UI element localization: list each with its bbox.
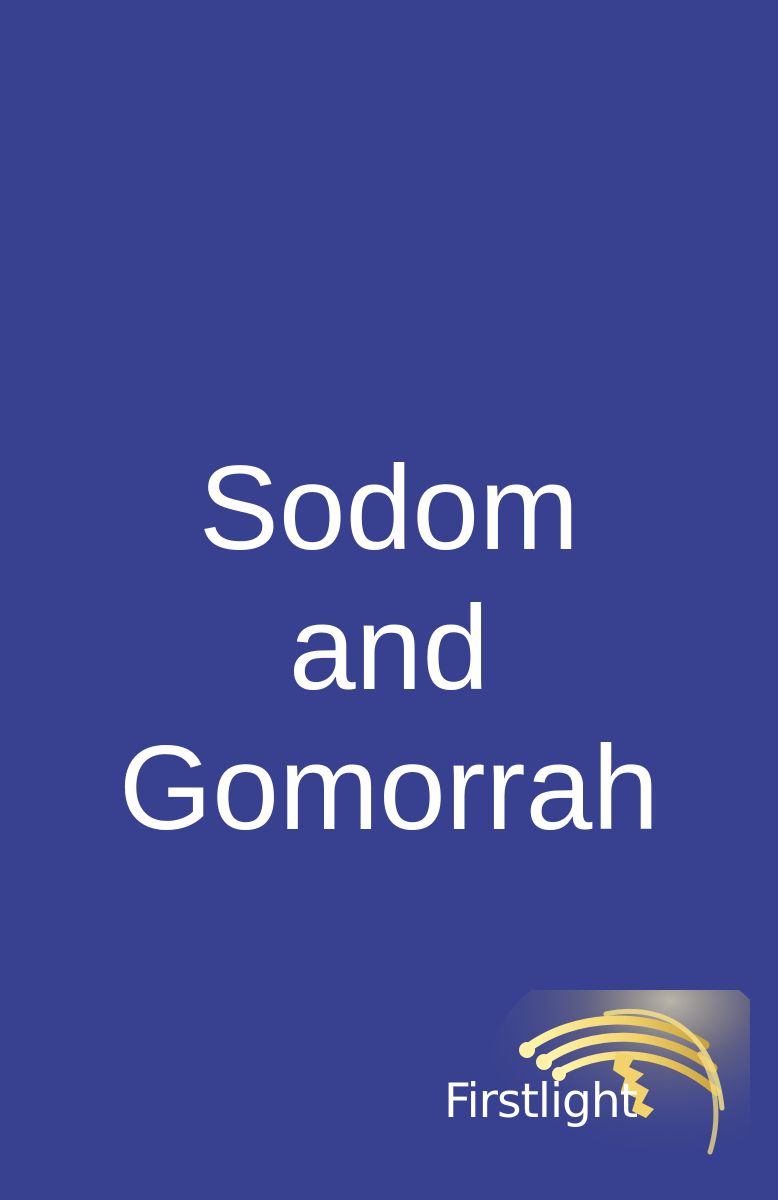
fibre-optic-light-trails-icon bbox=[490, 990, 750, 1180]
title-line-1: Sodom bbox=[198, 441, 580, 576]
title-line-2: and bbox=[288, 581, 490, 716]
firstlight-wordmark: Firstlight bbox=[444, 1074, 638, 1129]
cover-title: Sodom and Gomorrah bbox=[0, 438, 778, 858]
title-line-3: Gomorrah bbox=[118, 721, 660, 856]
firstlight-logo: Firstlight bbox=[430, 990, 750, 1190]
